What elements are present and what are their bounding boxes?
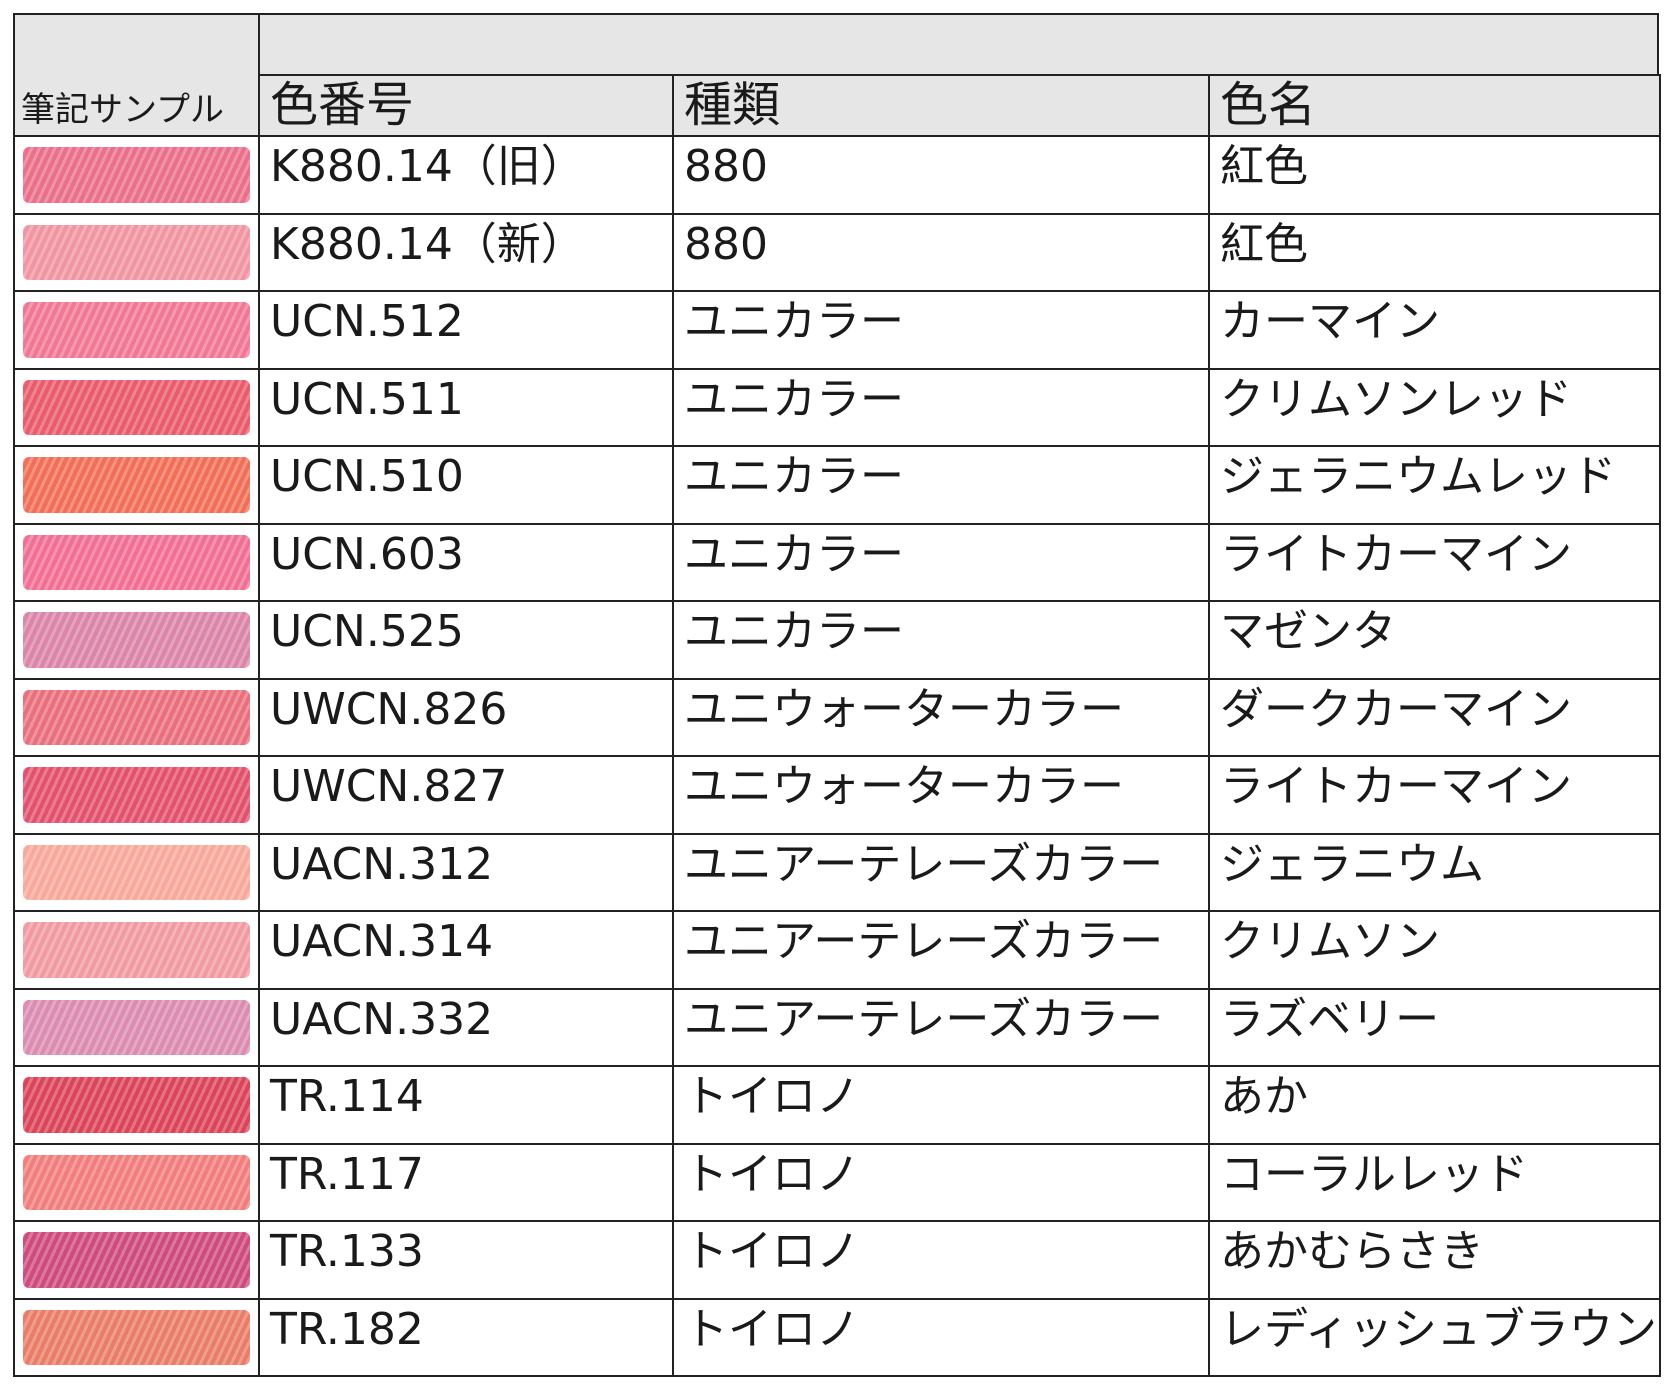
cell-type: ユニウォーターカラー (672, 755, 1210, 835)
cell-type: 880 (672, 135, 1210, 215)
cell-type: トイロノ (672, 1065, 1210, 1145)
cell-type: ユニカラー (672, 600, 1210, 680)
cell-code: UACN.312 (258, 832, 674, 912)
sample-cell (13, 600, 260, 680)
cell-type: ユニウォーターカラー (672, 677, 1210, 757)
cell-code: TR.114 (258, 1065, 674, 1145)
cell-name: 紅色 (1208, 135, 1661, 215)
cell-name: ジェラニウム (1208, 832, 1661, 912)
cell-code: UCN.510 (258, 445, 674, 525)
sample-cell (13, 1220, 260, 1300)
sample-cell (13, 910, 260, 990)
sample-cell (13, 212, 260, 292)
color-swatch (23, 224, 250, 280)
cell-name: ジェラニウムレッド (1208, 445, 1661, 525)
color-swatch (23, 302, 250, 358)
cell-type: ユニアーテレーズカラー (672, 987, 1210, 1067)
cell-name: クリムソンレッド (1208, 367, 1661, 447)
cell-type: トイロノ (672, 1220, 1210, 1300)
cell-name: 紅色 (1208, 212, 1661, 292)
sample-cell (13, 755, 260, 835)
cell-name: ライトカーマイン (1208, 522, 1661, 602)
cell-name: あかむらさき (1208, 1220, 1661, 1300)
color-swatch (23, 689, 250, 745)
cell-code: UWCN.827 (258, 755, 674, 835)
color-swatch (23, 1154, 250, 1210)
cell-type: トイロノ (672, 1142, 1210, 1222)
color-swatch (23, 767, 250, 823)
cell-name: カーマイン (1208, 290, 1661, 370)
sample-cell (13, 135, 260, 215)
sample-cell (13, 1065, 260, 1145)
cell-type: ユニカラー (672, 522, 1210, 602)
sample-label: 筆記サンプル (21, 90, 224, 130)
cell-type: ユニカラー (672, 367, 1210, 447)
sample-cell (13, 1297, 260, 1377)
sample-cell (13, 1142, 260, 1222)
cell-code: K880.14（旧） (258, 135, 674, 215)
sample-header: 筆記サンプル (13, 13, 260, 137)
cell-name: クリムソン (1208, 910, 1661, 990)
cell-code: TR.133 (258, 1220, 674, 1300)
color-swatch (23, 147, 250, 203)
sample-cell (13, 832, 260, 912)
cell-name: ライトカーマイン (1208, 755, 1661, 835)
cell-code: UCN.525 (258, 600, 674, 680)
cell-code: UACN.314 (258, 910, 674, 990)
sample-cell (13, 367, 260, 447)
color-swatch (23, 1232, 250, 1288)
cell-name: レディッシュブラウン (1208, 1297, 1661, 1377)
column-header: 色名 (1208, 74, 1661, 137)
cell-code: UCN.511 (258, 367, 674, 447)
cell-type: トイロノ (672, 1297, 1210, 1377)
sample-cell (13, 445, 260, 525)
cell-code: UACN.332 (258, 987, 674, 1067)
cell-type: ユニアーテレーズカラー (672, 910, 1210, 990)
cell-name: あか (1208, 1065, 1661, 1145)
cell-code: UCN.512 (258, 290, 674, 370)
cell-code: TR.117 (258, 1142, 674, 1222)
column-header: 色番号 (258, 74, 674, 137)
cell-code: UWCN.826 (258, 677, 674, 757)
cell-type: ユニカラー (672, 290, 1210, 370)
sample-cell (13, 522, 260, 602)
cell-name: マゼンタ (1208, 600, 1661, 680)
sample-cell (13, 290, 260, 370)
color-swatch (23, 379, 250, 435)
color-swatch (23, 844, 250, 900)
sample-cell (13, 677, 260, 757)
color-swatch (23, 457, 250, 513)
color-swatch (23, 612, 250, 668)
cell-code: UCN.603 (258, 522, 674, 602)
cell-type: 880 (672, 212, 1210, 292)
color-swatch (23, 534, 250, 590)
color-swatch (23, 1077, 250, 1133)
header-band (258, 13, 1659, 76)
color-swatch (23, 999, 250, 1055)
color-swatch (23, 1309, 250, 1365)
cell-name: ラズベリー (1208, 987, 1661, 1067)
color-swatch (23, 922, 250, 978)
cell-type: ユニアーテレーズカラー (672, 832, 1210, 912)
cell-name: ダークカーマイン (1208, 677, 1661, 757)
column-header: 種類 (672, 74, 1210, 137)
sample-cell (13, 987, 260, 1067)
cell-type: ユニカラー (672, 445, 1210, 525)
cell-name: コーラルレッド (1208, 1142, 1661, 1222)
cell-code: K880.14（新） (258, 212, 674, 292)
cell-code: TR.182 (258, 1297, 674, 1377)
